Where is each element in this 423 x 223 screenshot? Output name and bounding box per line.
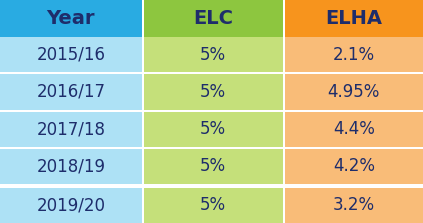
Bar bbox=[0, 149, 142, 184]
Bar bbox=[144, 188, 283, 223]
Text: 4.4%: 4.4% bbox=[333, 120, 375, 138]
Bar bbox=[285, 149, 423, 184]
Bar bbox=[0, 112, 142, 147]
Text: 4.95%: 4.95% bbox=[327, 83, 380, 101]
Text: 5%: 5% bbox=[200, 157, 226, 175]
Bar bbox=[0, 188, 142, 223]
Text: 2015/16: 2015/16 bbox=[36, 46, 105, 64]
Text: 2.1%: 2.1% bbox=[333, 46, 375, 64]
Bar bbox=[144, 112, 283, 147]
Text: 5%: 5% bbox=[200, 120, 226, 138]
Text: 5%: 5% bbox=[200, 196, 226, 215]
Bar bbox=[285, 0, 423, 37]
Bar bbox=[144, 37, 283, 72]
Bar bbox=[0, 74, 142, 109]
Text: 2016/17: 2016/17 bbox=[36, 83, 105, 101]
Bar bbox=[285, 37, 423, 72]
Text: 3.2%: 3.2% bbox=[333, 196, 375, 215]
Text: 2019/20: 2019/20 bbox=[36, 196, 105, 215]
Bar bbox=[285, 112, 423, 147]
Text: ELC: ELC bbox=[193, 9, 233, 28]
Bar bbox=[0, 37, 142, 72]
Text: 4.2%: 4.2% bbox=[333, 157, 375, 175]
Text: 2017/18: 2017/18 bbox=[36, 120, 105, 138]
Bar bbox=[285, 74, 423, 109]
Bar bbox=[0, 0, 142, 37]
Bar bbox=[285, 188, 423, 223]
Text: ELHA: ELHA bbox=[325, 9, 382, 28]
Bar bbox=[144, 0, 283, 37]
Text: 5%: 5% bbox=[200, 46, 226, 64]
Bar bbox=[144, 149, 283, 184]
Text: 5%: 5% bbox=[200, 83, 226, 101]
Text: Year: Year bbox=[47, 9, 95, 28]
Text: 2018/19: 2018/19 bbox=[36, 157, 105, 175]
Bar bbox=[144, 74, 283, 109]
